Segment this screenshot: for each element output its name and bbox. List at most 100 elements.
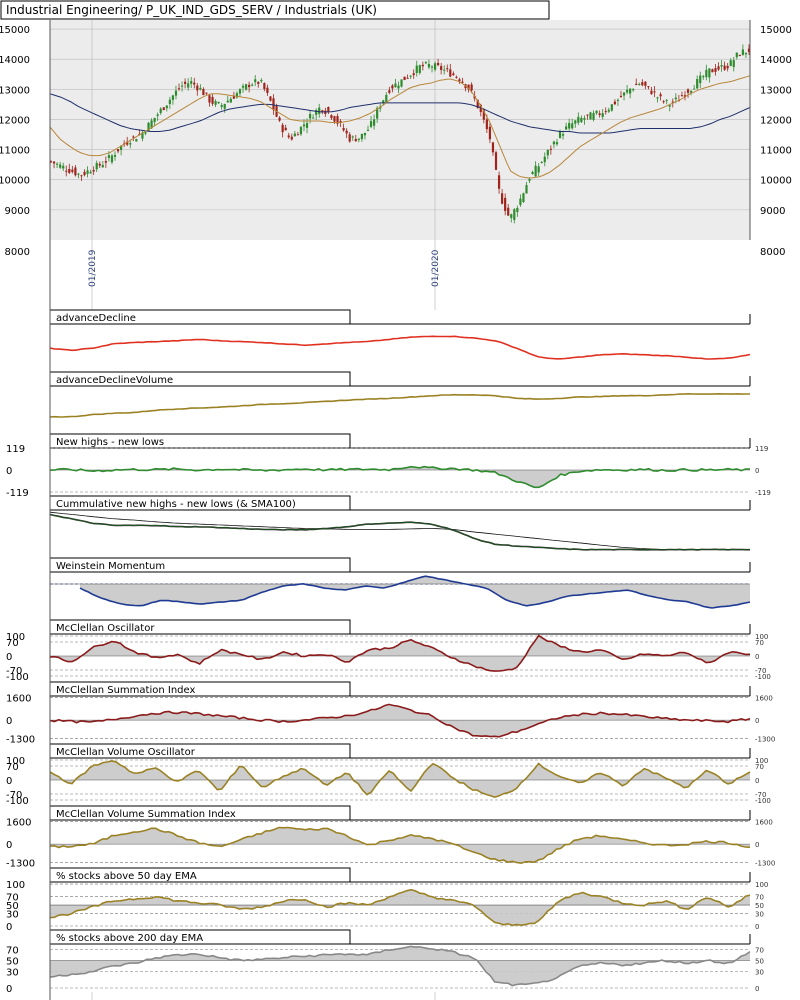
panel-title: New highs - new lows [56,437,164,448]
panel-tick-left: -70 [6,790,22,801]
panel-tick-left: 0 [6,840,12,851]
candle-body [537,166,540,173]
indicator-panel-4 [49,495,751,558]
candle-body [168,99,171,104]
panel-tick-right: 0 [755,777,759,785]
price-tick-left: 8000 [5,247,30,258]
candle-body [574,120,577,124]
candle-body [202,88,205,96]
panel-series-line [49,945,751,987]
candle-body [406,77,409,79]
candle-body [284,127,287,131]
candle-body [107,155,111,159]
candle-body [321,110,324,113]
candle-body [656,97,659,99]
candle-body [397,85,400,89]
candle-body [415,65,418,73]
panel-tick-right: 1600 [755,818,773,826]
candle-body [494,152,498,170]
panel-tick-left: -119 [6,488,29,499]
candle-body [86,170,89,174]
panel-tick-left: 119 [6,444,25,455]
candle-body [226,100,229,103]
panel-tick-right: 100 [755,757,768,765]
candle-body [488,126,492,140]
candle-body [180,85,184,87]
candle-body [622,92,626,96]
candle-body [232,96,235,99]
candle-body [671,101,674,103]
panel-tick-left: 100 [6,880,25,891]
panel-tick-right: -1300 [755,860,775,868]
panel-series-line [79,575,751,609]
candle-body [305,122,309,128]
panel-title: advanceDecline [56,313,136,324]
candle-body [519,198,522,205]
candle-body [476,99,479,109]
price-tick-left: 9000 [5,206,30,217]
candle-body [458,79,461,82]
candle-body [129,143,132,145]
candle-body [208,95,211,103]
candle-body [409,75,412,77]
candle-body [632,89,635,91]
candle-body [568,123,571,129]
panel-tick-right: 50 [755,902,764,910]
candle-body [510,214,513,218]
panel-tick-left: 70 [6,946,19,957]
candle-body [104,161,107,163]
candle-body [92,170,95,172]
price-tick-right: 11000 [760,146,792,157]
candle-body [144,132,147,134]
candle-body [437,62,440,66]
candle-body [418,65,421,73]
panel-title: Weinstein Momentum [56,561,165,572]
candle-body [403,76,406,80]
candle-body [357,138,360,140]
panel-tick-left: 0 [6,922,12,933]
candle-body [162,107,165,110]
panel-series-line [50,465,750,489]
candle-body [726,65,729,69]
price-tick-right: 8000 [760,247,785,258]
candle-body [696,79,699,89]
candle-body [595,110,598,114]
panel-tick-left: 0 [6,984,12,995]
candle-body [723,65,726,70]
panel-tick-left: 1600 [6,693,31,704]
candle-body [683,95,687,97]
candle-body [540,161,543,163]
candle-body [625,89,629,93]
candle-body [126,141,129,145]
candle-body [159,108,162,113]
panel-series-line [49,888,751,927]
panel-title: McClellan Summation Index [56,685,195,696]
candle-body [549,148,552,150]
candle-body [616,99,620,101]
candle-body [635,83,638,86]
candle-body [116,149,120,152]
candle-body [747,48,751,52]
panel-tick-right: -119 [755,489,771,497]
candle-body [281,124,284,133]
indicator-panel-5 [49,557,751,620]
panel-tick-right: 0 [755,717,759,725]
chart-title: Industrial Engineering/ P_UK_IND_GDS_SER… [6,3,377,17]
panel-tick-right: 1600 [755,694,773,702]
panel-tick-right: 70 [755,763,764,771]
candle-body [577,116,580,123]
panel-tick-left: -70 [6,666,22,677]
candle-body [571,123,574,129]
candle-body [366,129,370,131]
candle-body [150,120,153,129]
candle-body [193,82,196,85]
candle-body [223,104,226,109]
candle-body [516,207,519,213]
indicator-panel-2 [49,371,751,434]
panel-tick-left: 30 [6,968,19,979]
panel-tick-left: 0 [6,776,12,787]
candle-body [619,95,623,98]
panel-tick-left: 1600 [6,817,31,828]
candle-body [363,132,367,136]
